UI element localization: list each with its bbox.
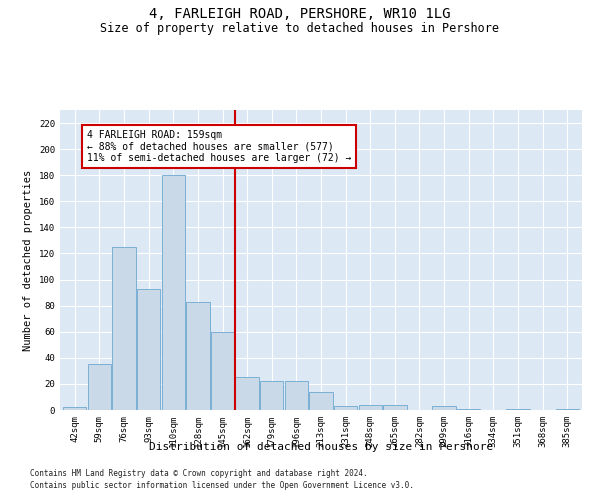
Text: Distribution of detached houses by size in Pershore: Distribution of detached houses by size …	[149, 442, 493, 452]
Bar	[112, 247, 136, 410]
Text: Size of property relative to detached houses in Pershore: Size of property relative to detached ho…	[101, 22, 499, 35]
Bar	[433, 406, 456, 410]
Bar	[186, 302, 209, 410]
Bar	[506, 408, 530, 410]
Bar	[556, 408, 579, 410]
Bar	[63, 408, 86, 410]
Bar	[284, 382, 308, 410]
Text: 4 FARLEIGH ROAD: 159sqm
← 88% of detached houses are smaller (577)
11% of semi-d: 4 FARLEIGH ROAD: 159sqm ← 88% of detache…	[87, 130, 352, 163]
Bar	[359, 405, 382, 410]
Bar	[137, 288, 160, 410]
Text: Contains HM Land Registry data © Crown copyright and database right 2024.: Contains HM Land Registry data © Crown c…	[30, 468, 368, 477]
Bar	[88, 364, 111, 410]
Bar	[260, 382, 283, 410]
Bar	[161, 175, 185, 410]
Bar	[211, 332, 234, 410]
Text: 4, FARLEIGH ROAD, PERSHORE, WR10 1LG: 4, FARLEIGH ROAD, PERSHORE, WR10 1LG	[149, 8, 451, 22]
Bar	[310, 392, 332, 410]
Bar	[235, 378, 259, 410]
Bar	[383, 405, 407, 410]
Bar	[334, 406, 358, 410]
Bar	[457, 408, 481, 410]
Text: Contains public sector information licensed under the Open Government Licence v3: Contains public sector information licen…	[30, 481, 414, 490]
Y-axis label: Number of detached properties: Number of detached properties	[23, 170, 34, 350]
